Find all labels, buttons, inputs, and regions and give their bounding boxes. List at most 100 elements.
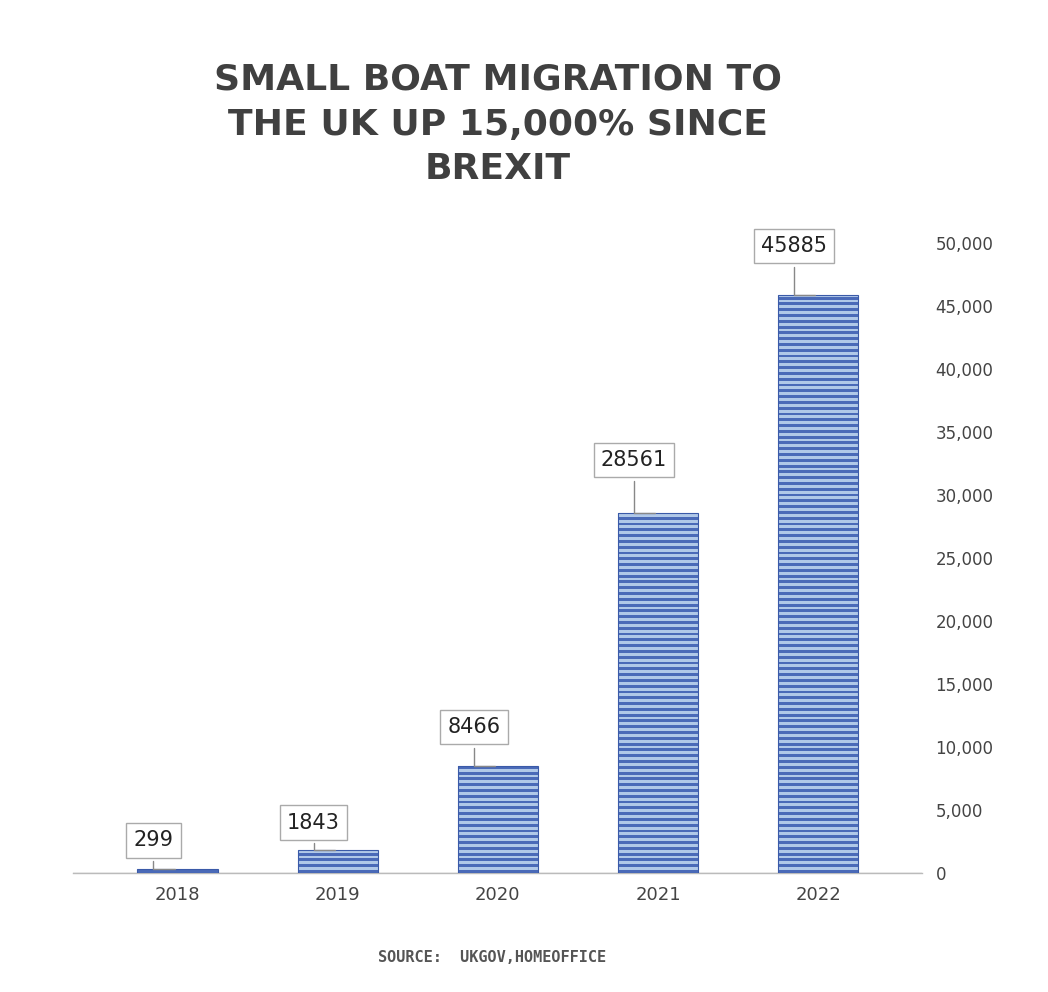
Bar: [778, 809, 858, 812]
Bar: [618, 711, 698, 713]
Bar: [778, 461, 858, 464]
Bar: [778, 532, 858, 534]
Bar: [618, 563, 698, 566]
Bar: [618, 586, 698, 589]
Bar: [778, 416, 858, 419]
Bar: [778, 696, 858, 699]
Bar: [458, 832, 538, 835]
Bar: [778, 508, 858, 511]
Bar: [618, 580, 698, 583]
Bar: [778, 763, 858, 766]
Bar: [778, 407, 858, 410]
Bar: [618, 592, 698, 595]
Bar: [778, 438, 858, 441]
Bar: [778, 693, 858, 696]
Bar: [778, 306, 858, 309]
Bar: [778, 296, 858, 297]
Bar: [778, 615, 858, 618]
Bar: [778, 363, 858, 366]
Bar: [778, 815, 858, 818]
Bar: [618, 653, 698, 656]
Text: 8466: 8466: [447, 717, 500, 767]
Bar: [778, 606, 858, 609]
Bar: [458, 801, 538, 804]
Bar: [618, 844, 698, 847]
Bar: [618, 766, 698, 769]
Bar: [618, 671, 698, 674]
Bar: [778, 633, 858, 636]
Bar: [778, 847, 858, 850]
Bar: [778, 534, 858, 537]
Bar: [778, 757, 858, 760]
Bar: [618, 855, 698, 858]
Bar: [778, 671, 858, 674]
Bar: [778, 766, 858, 769]
Bar: [458, 858, 538, 861]
Bar: [778, 381, 858, 384]
Bar: [618, 659, 698, 662]
Bar: [458, 826, 538, 829]
Bar: [618, 728, 698, 731]
Bar: [778, 639, 858, 641]
Bar: [618, 601, 698, 604]
Bar: [458, 820, 538, 823]
Bar: [618, 820, 698, 823]
Bar: [618, 748, 698, 751]
Bar: [778, 354, 858, 357]
Bar: [778, 778, 858, 781]
Bar: [618, 835, 698, 838]
Bar: [778, 502, 858, 505]
Bar: [618, 769, 698, 772]
Bar: [778, 577, 858, 580]
Bar: [458, 855, 538, 858]
Bar: [778, 627, 858, 630]
Bar: [618, 662, 698, 665]
Bar: [778, 870, 858, 873]
Bar: [778, 806, 858, 809]
Bar: [618, 812, 698, 815]
Bar: [618, 781, 698, 784]
Bar: [458, 864, 538, 867]
Bar: [458, 812, 538, 815]
Bar: [778, 389, 858, 392]
Bar: [778, 668, 858, 671]
Bar: [618, 705, 698, 708]
Bar: [618, 826, 698, 829]
Bar: [778, 662, 858, 665]
Bar: [618, 690, 698, 693]
Bar: [618, 606, 698, 609]
Bar: [778, 563, 858, 566]
Bar: [618, 674, 698, 676]
Bar: [778, 456, 858, 459]
Bar: [618, 577, 698, 580]
Bar: [778, 441, 858, 444]
Bar: [618, 737, 698, 740]
Bar: [778, 781, 858, 784]
Bar: [618, 633, 698, 636]
Bar: [298, 870, 377, 873]
Bar: [618, 725, 698, 728]
Bar: [778, 319, 858, 322]
Bar: [778, 786, 858, 789]
Bar: [618, 754, 698, 757]
Bar: [458, 767, 538, 873]
Bar: [778, 743, 858, 746]
Bar: [778, 687, 858, 690]
Bar: [778, 558, 858, 560]
Bar: [778, 792, 858, 795]
Bar: [778, 568, 858, 571]
Bar: [778, 719, 858, 722]
Bar: [778, 784, 858, 786]
Bar: [778, 444, 858, 447]
Bar: [778, 676, 858, 679]
Bar: [778, 624, 858, 627]
Bar: [778, 317, 858, 319]
Bar: [618, 801, 698, 804]
Bar: [618, 786, 698, 789]
Bar: [618, 702, 698, 705]
Bar: [778, 684, 858, 687]
Bar: [618, 682, 698, 684]
Bar: [778, 571, 858, 574]
Bar: [458, 861, 538, 864]
Bar: [298, 867, 377, 870]
